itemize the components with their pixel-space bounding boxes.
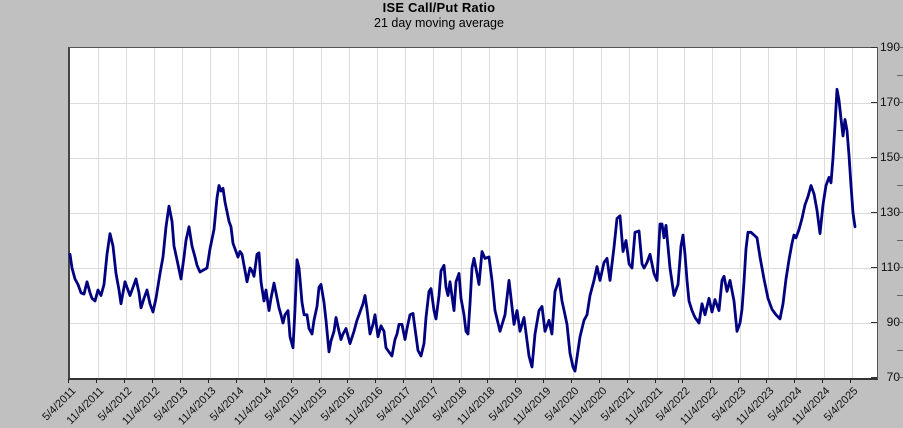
gridline-vertical (824, 48, 825, 378)
chart-header: ISE Call/Put Ratio 21 day moving average (0, 0, 878, 30)
y-minor-tick-mark (897, 322, 903, 323)
gridline-vertical (266, 48, 267, 378)
gridline-vertical (712, 48, 713, 378)
y-minor-tick-mark (897, 47, 903, 48)
gridline-vertical (461, 48, 462, 378)
x-tick-mark (403, 379, 404, 383)
x-tick-mark (543, 379, 544, 383)
gridline-horizontal (70, 323, 877, 324)
y-tick-mark (871, 322, 877, 323)
y-minor-tick-mark (897, 239, 903, 241)
gridline-vertical (154, 48, 155, 378)
y-tick-label: 150 (879, 150, 900, 164)
y-minor-tick-mark (897, 212, 903, 213)
gridline-vertical (210, 48, 211, 378)
x-tick-mark (850, 379, 851, 383)
gridline-vertical (768, 48, 769, 378)
x-tick-mark (375, 379, 376, 383)
chart-subtitle: 21 day moving average (374, 16, 504, 30)
y-tick-mark (871, 157, 877, 158)
x-tick-mark (515, 379, 516, 383)
x-tick-mark (208, 379, 209, 383)
y-tick-mark (871, 47, 877, 48)
y-minor-tick-mark (897, 349, 903, 351)
x-tick-mark (180, 379, 181, 383)
gridline-vertical (98, 48, 99, 378)
x-tick-mark (738, 379, 739, 383)
y-minor-tick-mark (897, 294, 903, 296)
gridline-horizontal (70, 268, 877, 269)
gridline-vertical (126, 48, 127, 378)
x-tick-mark (655, 379, 656, 383)
y-minor-tick-mark (897, 267, 903, 268)
gridline-horizontal (70, 158, 877, 159)
gridline-vertical (405, 48, 406, 378)
x-tick-mark (599, 379, 600, 383)
x-tick-mark (347, 379, 348, 383)
gridline-vertical (740, 48, 741, 378)
y-tick-label: 70 (886, 370, 900, 384)
gridline-horizontal (70, 103, 877, 104)
x-tick-mark (68, 379, 69, 383)
x-tick-mark (264, 379, 265, 383)
series-line-svg (68, 87, 857, 373)
x-tick-mark (291, 379, 292, 383)
gridline-vertical (684, 48, 685, 378)
x-tick-mark (124, 379, 125, 383)
gridline-vertical (573, 48, 574, 378)
gridline-vertical (601, 48, 602, 378)
x-tick-mark (319, 379, 320, 383)
y-minor-tick-mark (897, 184, 903, 186)
x-tick-mark (431, 379, 432, 383)
chart-title: ISE Call/Put Ratio (382, 0, 496, 15)
gridline-vertical (349, 48, 350, 378)
x-tick-mark (710, 379, 711, 383)
gridline-horizontal (70, 213, 877, 214)
y-minor-tick-mark (897, 377, 903, 378)
y-minor-tick-mark (897, 102, 903, 103)
gridline-vertical (321, 48, 322, 378)
y-tick-label: 190 (879, 40, 900, 54)
gridline-vertical (238, 48, 239, 378)
y-minor-tick-mark (897, 157, 903, 158)
x-tick-mark (487, 379, 488, 383)
x-tick-mark (627, 379, 628, 383)
x-tick-mark (822, 379, 823, 383)
x-tick-mark (794, 379, 795, 383)
gridline-vertical (629, 48, 630, 378)
series-line (68, 87, 857, 373)
gridline-vertical (545, 48, 546, 378)
x-tick-mark (682, 379, 683, 383)
y-tick-label: 90 (886, 315, 900, 329)
y-tick-mark (871, 212, 877, 213)
gridline-vertical (657, 48, 658, 378)
x-tick-mark (236, 379, 237, 383)
gridline-vertical (182, 48, 183, 378)
y-tick-label: 110 (880, 260, 900, 274)
plot-area (68, 47, 878, 380)
gridline-vertical (489, 48, 490, 378)
y-minor-tick-mark (897, 129, 903, 131)
y-tick-label: 170 (879, 95, 900, 109)
gridline-vertical (517, 48, 518, 378)
x-tick-mark (459, 379, 460, 383)
y-minor-tick-mark (897, 74, 903, 76)
gridline-vertical (293, 48, 294, 378)
x-tick-mark (571, 379, 572, 383)
y-tick-mark (871, 102, 877, 103)
gridline-vertical (377, 48, 378, 378)
x-tick-mark (96, 379, 97, 383)
y-tick-mark (871, 377, 877, 378)
gridline-vertical (433, 48, 434, 378)
y-tick-label: 130 (879, 205, 900, 219)
gridline-vertical (796, 48, 797, 378)
y-tick-mark (871, 267, 877, 268)
x-tick-mark (152, 379, 153, 383)
x-tick-mark (766, 379, 767, 383)
